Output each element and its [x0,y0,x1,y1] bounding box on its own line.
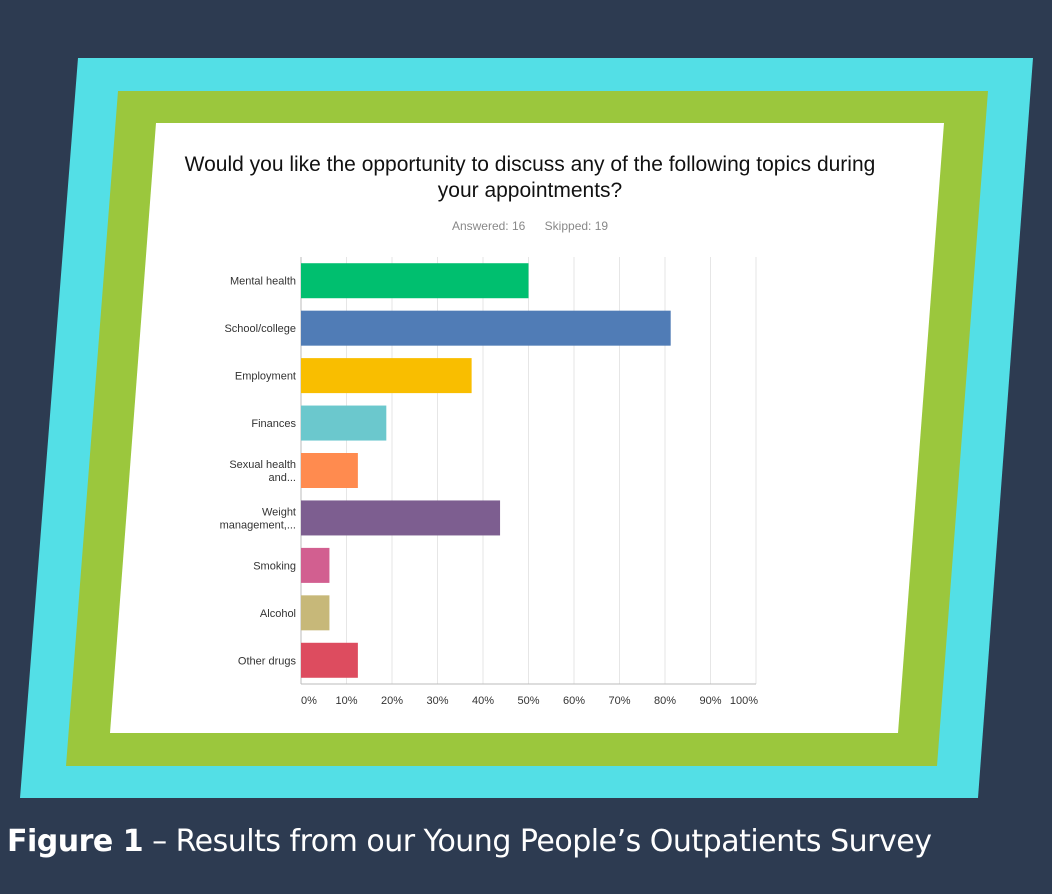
x-tick-label: 10% [335,695,357,707]
y-category-label: and... [268,472,296,484]
x-tick-label: 70% [608,695,630,707]
caption-text: – Results from our Young People’s Outpat… [143,824,932,859]
x-tick-label: 100% [730,695,758,707]
x-tick-label: 0% [301,695,317,707]
x-tick-label: 30% [426,695,448,707]
bar [301,500,501,536]
bar [301,358,472,394]
y-category-label: School/college [224,323,296,335]
y-category-label: Weight [262,506,296,518]
bar [301,263,529,299]
y-category-label: Sexual health [229,459,296,471]
y-category-label: Smoking [253,560,296,572]
response-summary: Answered: 16 Skipped: 19 [170,219,890,233]
x-tick-label: 90% [699,695,721,707]
caption-label: Figure 1 [7,824,144,859]
bar [301,547,330,583]
x-tick-label: 20% [381,695,403,707]
skipped-count: Skipped: 19 [544,219,609,233]
x-tick-label: 50% [517,695,539,707]
bar [301,405,387,441]
bar [301,595,330,631]
bar [301,453,358,488]
y-category-label: Employment [235,371,296,383]
y-category-label: Alcohol [260,608,296,620]
bar [301,310,671,346]
y-category-label: Other drugs [238,655,297,667]
x-tick-label: 40% [472,695,494,707]
y-category-label: Finances [251,418,296,430]
y-category-label: Mental health [230,276,296,288]
bar [301,642,358,678]
x-tick-label: 60% [563,695,585,707]
figure-caption: Figure 1 – Results from our Young People… [7,824,932,859]
answered-count: Answered: 16 [451,219,526,233]
y-category-label: management,... [220,519,296,531]
chart-title: Would you like the opportunity to discus… [184,153,876,202]
x-tick-label: 80% [654,695,676,707]
